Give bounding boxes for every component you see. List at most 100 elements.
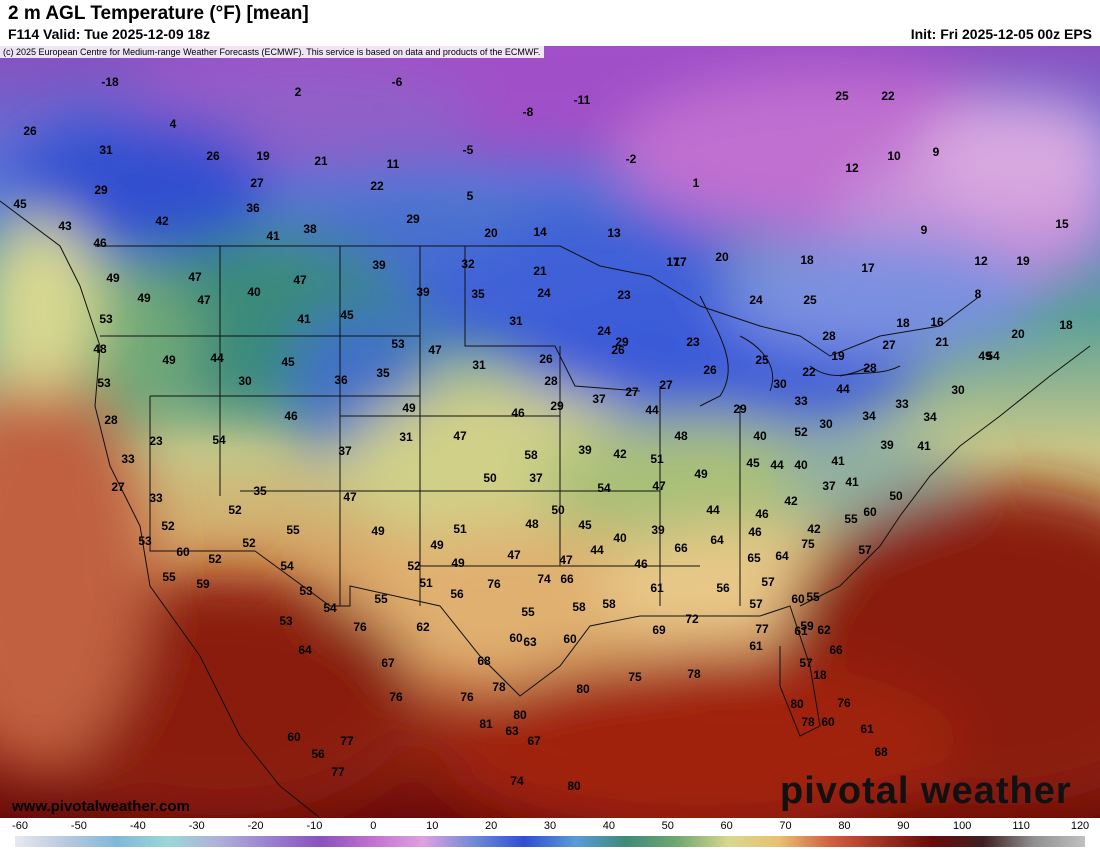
temperature-value: 23 bbox=[149, 434, 163, 448]
temperature-value: 34 bbox=[923, 410, 937, 424]
temperature-value: 9 bbox=[932, 145, 940, 159]
temperature-value: 61 bbox=[749, 639, 763, 653]
temperature-value: 10 bbox=[887, 149, 901, 163]
temperature-value: 40 bbox=[613, 531, 627, 545]
temperature-value: 44 bbox=[836, 382, 850, 396]
color-legend: -60 -50 -40 -30 -20 -10 0 10 20 30 40 50 60 70 80 90 100… bbox=[0, 818, 1100, 850]
temperature-value: 47 bbox=[428, 343, 442, 357]
temperature-value: 26 bbox=[611, 343, 625, 357]
temperature-value: 74 bbox=[510, 774, 524, 788]
temperature-value: 80 bbox=[790, 697, 804, 711]
temperature-value: 75 bbox=[628, 670, 642, 684]
temperature-value: 21 bbox=[533, 264, 547, 278]
temperature-value: 48 bbox=[674, 429, 688, 443]
temperature-value: 13 bbox=[607, 226, 621, 240]
temperature-value: 42 bbox=[155, 214, 169, 228]
temperature-value: 30 bbox=[951, 383, 965, 397]
header: 2 m AGL Temperature (°F) [mean] F114 Val… bbox=[0, 0, 1100, 46]
temperature-value: 72 bbox=[685, 612, 699, 626]
temperature-value: 11 bbox=[386, 157, 400, 171]
temperature-value: 60 bbox=[509, 631, 523, 645]
site-url[interactable]: www.pivotalweather.com bbox=[12, 798, 190, 815]
temperature-value: -6 bbox=[391, 75, 403, 89]
temperature-value: 58 bbox=[572, 600, 586, 614]
map-canvas bbox=[0, 46, 1100, 818]
temperature-value: 67 bbox=[381, 656, 395, 670]
temperature-value: 39 bbox=[372, 258, 386, 272]
temperature-value: 60 bbox=[176, 545, 190, 559]
temperature-value: 53 bbox=[391, 337, 405, 351]
temperature-value: 30 bbox=[773, 377, 787, 391]
temperature-value: 60 bbox=[563, 632, 577, 646]
temperature-value: 29 bbox=[733, 402, 747, 416]
legend-tick-label: 20 bbox=[484, 820, 498, 832]
temperature-value: 53 bbox=[279, 614, 293, 628]
temperature-value: 26 bbox=[539, 352, 553, 366]
temperature-value: 61 bbox=[794, 624, 808, 638]
map-title: 2 m AGL Temperature (°F) [mean] bbox=[8, 3, 309, 24]
temperature-value: 33 bbox=[149, 491, 163, 505]
temperature-value: 52 bbox=[228, 503, 242, 517]
temperature-value: 46 bbox=[93, 236, 107, 250]
temperature-value: 55 bbox=[806, 590, 820, 604]
temperature-value: 18 bbox=[1059, 318, 1073, 332]
temperature-value: 59 bbox=[800, 619, 814, 633]
temperature-value: 51 bbox=[650, 452, 664, 466]
temperature-value: 27 bbox=[882, 338, 896, 352]
temperature-value: 67 bbox=[527, 734, 541, 748]
temperature-value: 60 bbox=[821, 715, 835, 729]
temperature-value: 33 bbox=[895, 397, 909, 411]
temperature-value: 54 bbox=[597, 481, 611, 495]
temperature-value: 32 bbox=[461, 257, 475, 271]
temperature-value: 31 bbox=[472, 358, 486, 372]
temperature-value: 39 bbox=[880, 438, 894, 452]
temperature-value: 66 bbox=[674, 541, 688, 555]
temperature-value: 47 bbox=[652, 479, 666, 493]
temperature-value: 35 bbox=[253, 484, 267, 498]
temperature-value: 52 bbox=[407, 559, 421, 573]
temperature-map[interactable]: (c) 2025 European Centre for Medium-rang… bbox=[0, 46, 1100, 818]
temperature-value: 47 bbox=[559, 553, 573, 567]
temperature-value: 50 bbox=[889, 489, 903, 503]
temperature-labels: -18 2 -6 -8 -11 4 26 31 26 19 21 11 22 -5 -2 5 1 25 22 10 9 1… bbox=[0, 46, 1100, 818]
temperature-value: 27 bbox=[659, 378, 673, 392]
temperature-value: 46 bbox=[755, 507, 769, 521]
temperature-value: 49 bbox=[978, 349, 992, 363]
legend-tick-label: 80 bbox=[838, 820, 851, 832]
temperature-value: 62 bbox=[416, 620, 430, 634]
temperature-value: 26 bbox=[23, 124, 37, 138]
temperature-value: 66 bbox=[829, 643, 843, 657]
init-time: Init: Fri 2025-12-05 00z EPS bbox=[910, 26, 1092, 42]
temperature-value: 18 bbox=[813, 668, 827, 682]
temperature-value: 52 bbox=[242, 536, 256, 550]
temperature-value: 81 bbox=[479, 717, 493, 731]
temperature-value: 33 bbox=[121, 452, 135, 466]
temperature-value: 39 bbox=[578, 443, 592, 457]
temperature-value: 33 bbox=[794, 394, 808, 408]
temperature-value: 9 bbox=[920, 223, 928, 237]
temperature-value: 41 bbox=[266, 229, 280, 243]
temperature-value: 49 bbox=[451, 556, 465, 570]
legend-tick-label: -50 bbox=[70, 820, 87, 832]
temperature-value: 58 bbox=[524, 448, 538, 462]
temperature-value: 51 bbox=[419, 576, 433, 590]
temperature-value: 41 bbox=[831, 454, 845, 468]
temperature-value: 48 bbox=[525, 517, 539, 531]
temperature-value: 80 bbox=[576, 682, 590, 696]
boundaries bbox=[0, 200, 1091, 818]
temperature-value: 28 bbox=[544, 374, 558, 388]
temperature-value: 41 bbox=[917, 439, 931, 453]
temperature-value: 14 bbox=[533, 225, 547, 239]
temperature-value: 80 bbox=[567, 779, 581, 793]
temperature-value: 4 bbox=[169, 117, 177, 131]
legend-tick-label: 120 bbox=[1070, 820, 1090, 832]
temperature-value: 28 bbox=[822, 329, 836, 343]
temperature-value: 24 bbox=[597, 324, 611, 338]
temperature-value: 80 bbox=[513, 708, 527, 722]
temperature-value: 39 bbox=[416, 285, 430, 299]
temperature-value: 26 bbox=[703, 363, 717, 377]
temperature-value: 12 bbox=[974, 254, 988, 268]
legend-tick-label: -60 bbox=[12, 820, 28, 832]
temperature-value: 37 bbox=[822, 479, 836, 493]
legend-tick-label: -40 bbox=[129, 820, 146, 832]
